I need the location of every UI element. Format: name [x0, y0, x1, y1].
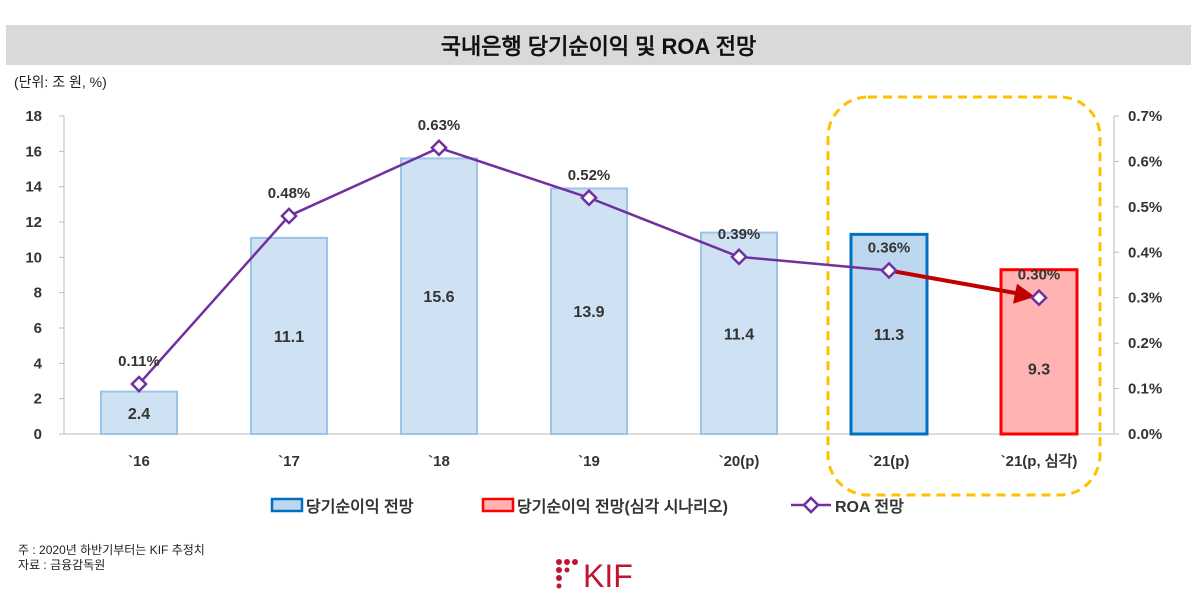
- bar-value-label: 13.9: [573, 304, 604, 321]
- legend-label: ROA 전망: [835, 498, 904, 516]
- bar: [100, 390, 178, 436]
- bar: [700, 231, 778, 435]
- highlight-box: [826, 95, 1102, 497]
- bar: [400, 157, 478, 435]
- roa-marker: [280, 207, 298, 225]
- category-label: `16: [128, 453, 150, 470]
- category-label: `17: [278, 453, 300, 470]
- roa-marker: [1030, 288, 1048, 307]
- roa-value-label: 0.52%: [568, 167, 611, 184]
- roa-marker: [730, 247, 748, 266]
- left-tick-label: 16: [25, 143, 42, 160]
- right-tick-label: 0.1%: [1128, 381, 1162, 398]
- legend-label: 당기순이익 전망: [306, 497, 414, 516]
- footnote-note: 주 : 2020년 하반기부터는 KIF 추정치: [18, 543, 205, 557]
- left-tick-label: 6: [34, 320, 42, 337]
- bar-value-label: 9.3: [1028, 361, 1050, 378]
- right-tick-label: 0.5%: [1128, 199, 1162, 216]
- bar-value-label: 15.6: [423, 289, 454, 306]
- legend-swatch-marker: [802, 496, 820, 514]
- footnote-source: 자료 : 금융감독원: [18, 558, 106, 572]
- left-tick-label: 10: [25, 249, 42, 266]
- legend-swatch-severe: [481, 497, 515, 513]
- roa-value-label: 0.39%: [718, 226, 761, 243]
- bar: [250, 236, 328, 435]
- arrow-shaft: [888, 268, 1026, 297]
- roa-marker: [580, 188, 598, 207]
- right-tick-label: 0.3%: [1128, 290, 1162, 307]
- right-tick-label: 0.7%: [1128, 108, 1162, 125]
- chart-title: 국내은행 당기순이익 및 ROA 전망: [6, 25, 1191, 65]
- category-label: `19: [578, 453, 600, 470]
- roa-marker: [430, 138, 448, 157]
- bar-value-label: 11.1: [274, 329, 304, 346]
- left-tick-label: 14: [25, 179, 42, 196]
- bar-value-label: 11.3: [874, 327, 904, 344]
- roa-marker: [130, 375, 148, 393]
- category-label: `20(p): [719, 453, 760, 470]
- right-tick-label: 0.0%: [1128, 426, 1162, 443]
- roa-value-label: 0.11%: [118, 353, 160, 370]
- left-tick-label: 12: [25, 214, 42, 231]
- left-tick-label: 2: [34, 391, 42, 408]
- category-label: `18: [428, 453, 450, 470]
- arrow-head: [1013, 283, 1035, 304]
- right-tick-label: 0.6%: [1128, 153, 1162, 170]
- right-tick-label: 0.2%: [1128, 335, 1162, 352]
- roa-value-label: 0.48%: [268, 185, 311, 202]
- roa-value-label: 0.36%: [868, 239, 911, 256]
- kif-logo: KIF: [553, 555, 643, 596]
- roa-line: [138, 146, 890, 385]
- legend-swatch-bar: [270, 497, 304, 513]
- right-tick-label: 0.4%: [1128, 244, 1162, 261]
- left-tick-label: 4: [34, 355, 43, 372]
- left-tick-label: 0: [34, 426, 42, 443]
- bar: [550, 187, 628, 435]
- category-label: `21(p, 심각): [1001, 452, 1078, 470]
- category-label: `21(p): [869, 453, 910, 470]
- footnotes: 주 : 2020년 하반기부터는 KIF 추정치 자료 : 금융감독원: [18, 543, 205, 573]
- svg-text:KIF: KIF: [583, 558, 633, 591]
- left-tick-label: 18: [25, 108, 42, 125]
- roa-value-label: 0.63%: [418, 117, 461, 134]
- bar-value-label: 11.4: [724, 326, 754, 343]
- bar-value-label: 2.4: [128, 406, 150, 423]
- roa-marker: [880, 261, 898, 280]
- roa-value-label: 0.30%: [1018, 267, 1061, 284]
- legend-label: 당기순이익 전망(심각 시나리오): [517, 497, 728, 516]
- left-tick-label: 8: [34, 285, 42, 302]
- unit-label: (단위: 조 원, %): [14, 74, 107, 90]
